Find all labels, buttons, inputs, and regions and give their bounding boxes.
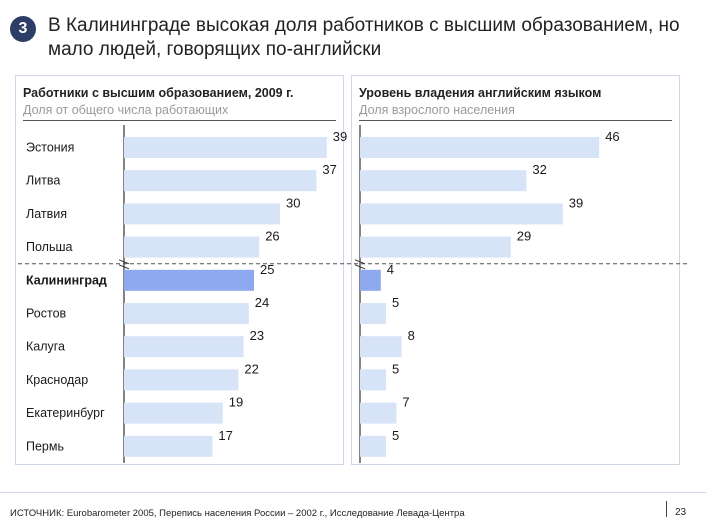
bar-chart: Эстония Литва Латвия Польша Калининград Росто… [18, 125, 690, 463]
panel-english-subtitle: Доля взрослого населения [359, 103, 515, 117]
data-label: 29 [517, 229, 531, 244]
bar [360, 137, 600, 158]
data-label: 30 [286, 195, 300, 210]
source-note: ИСТОЧНИК: Eurobarometer 2005, Перепись н… [10, 508, 465, 519]
bar [124, 369, 239, 391]
footer-divider [0, 492, 706, 493]
category-label: Калининград [26, 273, 107, 287]
axis-break-mark [118, 264, 130, 270]
category-label: Краснодар [26, 373, 88, 387]
data-label: 37 [322, 162, 336, 177]
bar [124, 336, 244, 358]
category-label: Ростов [26, 307, 67, 321]
bar [124, 269, 254, 291]
bar [124, 435, 213, 457]
bar [360, 303, 386, 324]
bar [360, 170, 527, 192]
axis-break-mark [354, 264, 366, 270]
axis-break-mark [118, 259, 130, 265]
page-number: 23 [675, 507, 687, 518]
panel-education: Работники с высшим образованием, 2009 г.… [15, 75, 344, 465]
data-label: 4 [387, 262, 394, 277]
axis-break-mark [354, 259, 366, 265]
bar [360, 402, 397, 424]
category-label: Польша [26, 240, 72, 254]
bar [124, 303, 249, 324]
data-label: 5 [392, 428, 399, 443]
bar [124, 137, 327, 158]
panel-english-title: Уровень владения английским языком [359, 86, 602, 100]
category-label: Пермь [26, 439, 64, 453]
bar [360, 435, 386, 457]
bar [124, 203, 280, 225]
bar [360, 336, 402, 358]
data-label: 25 [260, 262, 274, 277]
category-label: Екатеринбург [26, 406, 105, 420]
data-label: 39 [333, 129, 347, 144]
slide-number-badge: 3 [10, 16, 36, 42]
bar [124, 170, 317, 192]
data-label: 5 [392, 295, 399, 310]
category-label: Калуга [26, 340, 65, 354]
page-separator [666, 501, 667, 517]
bar [124, 402, 223, 424]
bar [360, 269, 381, 291]
panel-education-subtitle: Доля от общего числа работающих [23, 103, 229, 117]
panel-education-title: Работники с высшим образованием, 2009 г. [23, 86, 294, 100]
category-label: Латвия [26, 207, 67, 221]
panel-education-rule [23, 120, 336, 121]
data-label: 22 [244, 361, 258, 376]
data-label: 24 [255, 295, 269, 310]
data-label: 7 [402, 395, 409, 410]
bar [124, 236, 260, 258]
data-label: 46 [605, 129, 619, 144]
panel-english: Уровень владения английским языком Доля … [351, 75, 680, 465]
data-label: 26 [265, 229, 279, 244]
data-label: 19 [229, 395, 243, 410]
data-label: 8 [408, 328, 415, 343]
data-label: 5 [392, 361, 399, 376]
bar [360, 369, 386, 391]
data-label: 17 [218, 428, 232, 443]
data-label: 39 [569, 195, 583, 210]
panel-english-rule [359, 120, 672, 121]
category-label: Эстония [26, 141, 74, 155]
bar [360, 203, 563, 225]
bar [360, 236, 511, 258]
data-label: 32 [532, 162, 546, 177]
category-label: Литва [26, 174, 60, 188]
slide-title: В Калининграде высокая доля работников с… [48, 15, 680, 60]
data-label: 23 [250, 328, 264, 343]
